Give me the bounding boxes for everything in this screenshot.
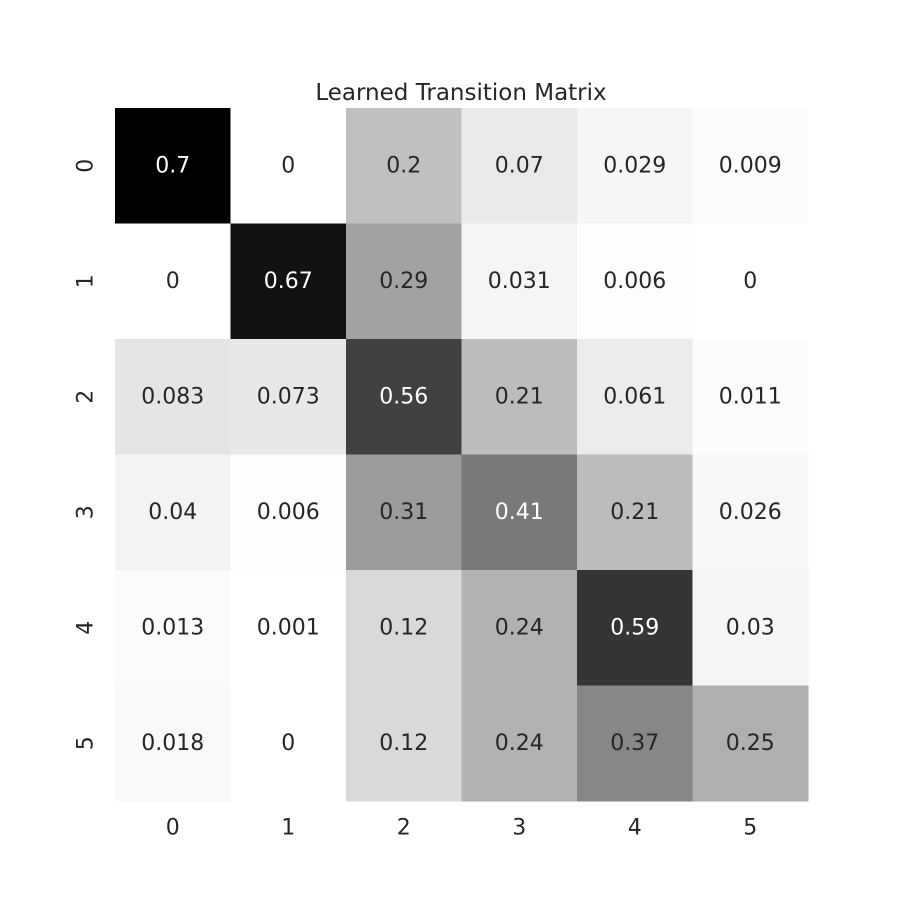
x-tick-label: 1 bbox=[281, 816, 295, 841]
cell-value-label-r0-c3: 0.07 bbox=[495, 153, 544, 178]
cell-value-label-r5-c0: 0.018 bbox=[141, 731, 204, 756]
cell-value-label-r0-c1: 0 bbox=[281, 153, 295, 178]
cell-value-label-r2-c4: 0.061 bbox=[603, 384, 666, 409]
x-tick-label: 3 bbox=[512, 816, 526, 841]
heatmap-cell-r0-c0 bbox=[115, 108, 231, 224]
cell-value-label-r5-c4: 0.37 bbox=[610, 731, 659, 756]
heatmap-cell-r3-c2 bbox=[346, 454, 462, 571]
x-tick-label: 0 bbox=[166, 816, 180, 841]
heatmap-cell-r5-c0 bbox=[115, 685, 231, 802]
y-axis-tick-labels: 0 1 2 3 4 5 bbox=[74, 159, 99, 751]
heatmap-cells bbox=[115, 108, 809, 802]
chart-title: Learned Transition Matrix bbox=[315, 80, 606, 106]
heatmap-cell-r0-c2 bbox=[346, 108, 462, 224]
cell-value-label-r2-c1: 0.073 bbox=[257, 384, 320, 409]
cell-value-label-r3-c1: 0.006 bbox=[257, 500, 320, 525]
y-tick-label: 5 bbox=[74, 736, 99, 750]
cell-value-label-r2-c3: 0.21 bbox=[495, 384, 544, 409]
cell-value-label-r1-c5: 0 bbox=[743, 269, 757, 294]
cell-value-label-r3-c2: 0.31 bbox=[379, 500, 428, 525]
cell-value-label-r5-c2: 0.12 bbox=[379, 731, 428, 756]
cell-value-label-r4-c0: 0.013 bbox=[141, 615, 204, 640]
heatmap-cell-r2-c4 bbox=[577, 339, 693, 455]
heatmap-cell-r5-c3 bbox=[461, 685, 578, 802]
heatmap-cell-r3-c1 bbox=[230, 454, 347, 571]
heatmap-cell-labels: 0.7 0 0.2 0.07 0.029 0.009 0 0.67 0.29 0.031 0.006… bbox=[141, 153, 781, 756]
heatmap-cell-r5-c2 bbox=[346, 685, 462, 802]
heatmap-cell-r0-c1 bbox=[230, 108, 347, 224]
x-tick-label: 4 bbox=[628, 816, 642, 841]
y-tick-label: 2 bbox=[74, 390, 99, 404]
cell-value-label-r4-c3: 0.24 bbox=[495, 615, 544, 640]
cell-value-label-r3-c0: 0.04 bbox=[148, 500, 197, 525]
heatmap-cell-r5-c4 bbox=[577, 685, 693, 802]
x-tick-label: 5 bbox=[743, 816, 757, 841]
y-tick-label: 1 bbox=[74, 274, 99, 288]
heatmap-cell-r3-c4 bbox=[577, 454, 693, 571]
cell-value-label-r5-c3: 0.24 bbox=[495, 731, 544, 756]
heatmap-cell-r3-c5 bbox=[692, 454, 809, 571]
cell-value-label-r4-c1: 0.001 bbox=[257, 615, 320, 640]
heatmap-cell-r1-c5 bbox=[692, 223, 809, 340]
heatmap-cell-r3-c3 bbox=[461, 454, 578, 571]
heatmap-cell-r0-c4 bbox=[577, 108, 693, 224]
heatmap-cell-r2-c0 bbox=[115, 339, 231, 455]
x-tick-label: 2 bbox=[397, 816, 411, 841]
x-axis-tick-labels: 0 1 2 3 4 5 bbox=[166, 816, 758, 841]
cell-value-label-r0-c0: 0.7 bbox=[155, 153, 190, 178]
cell-value-label-r0-c4: 0.029 bbox=[603, 153, 666, 178]
heatmap-cell-r1-c2 bbox=[346, 223, 462, 340]
cell-value-label-r3-c5: 0.026 bbox=[719, 500, 782, 525]
heatmap-cell-r3-c0 bbox=[115, 454, 231, 571]
heatmap-cell-r5-c1 bbox=[230, 685, 347, 802]
cell-value-label-r1-c1: 0.67 bbox=[264, 269, 313, 294]
heatmap-cell-r4-c1 bbox=[230, 570, 347, 686]
heatmap-cell-r0-c5 bbox=[692, 108, 809, 224]
cell-value-label-r4-c4: 0.59 bbox=[610, 615, 659, 640]
cell-value-label-r2-c2: 0.56 bbox=[379, 384, 428, 409]
cell-value-label-r1-c4: 0.006 bbox=[603, 269, 666, 294]
heatmap-cell-r2-c2 bbox=[346, 339, 462, 455]
heatmap-cell-r0-c3 bbox=[461, 108, 578, 224]
cell-value-label-r1-c2: 0.29 bbox=[379, 269, 428, 294]
cell-value-label-r4-c5: 0.03 bbox=[726, 615, 775, 640]
heatmap-cell-r1-c0 bbox=[115, 223, 231, 340]
heatmap-cell-r2-c5 bbox=[692, 339, 809, 455]
heatmap-cell-r2-c1 bbox=[230, 339, 347, 455]
cell-value-label-r3-c3: 0.41 bbox=[495, 500, 544, 525]
cell-value-label-r0-c2: 0.2 bbox=[386, 153, 421, 178]
cell-value-label-r3-c4: 0.21 bbox=[610, 500, 659, 525]
cell-value-label-r4-c2: 0.12 bbox=[379, 615, 428, 640]
heatmap-cell-r1-c4 bbox=[577, 223, 693, 340]
heatmap-cell-r4-c3 bbox=[461, 570, 578, 686]
y-tick-label: 4 bbox=[74, 621, 99, 635]
heatmap-cell-r4-c0 bbox=[115, 570, 231, 686]
cell-value-label-r2-c0: 0.083 bbox=[141, 384, 204, 409]
heatmap-cell-r4-c5 bbox=[692, 570, 809, 686]
cell-value-label-r0-c5: 0.009 bbox=[719, 153, 782, 178]
cell-value-label-r1-c0: 0 bbox=[166, 269, 180, 294]
cell-value-label-r5-c5: 0.25 bbox=[726, 731, 775, 756]
heatmap-cell-r5-c5 bbox=[692, 685, 809, 802]
y-tick-label: 0 bbox=[74, 159, 99, 173]
cell-value-label-r5-c1: 0 bbox=[281, 731, 295, 756]
heatmap-cell-r2-c3 bbox=[461, 339, 578, 455]
cell-value-label-r1-c3: 0.031 bbox=[488, 269, 551, 294]
cell-value-label-r2-c5: 0.011 bbox=[719, 384, 782, 409]
heatmap-cell-r4-c4 bbox=[577, 570, 693, 686]
heatmap-cell-r1-c3 bbox=[461, 223, 578, 340]
heatmap-cell-r1-c1 bbox=[230, 223, 347, 340]
y-tick-label: 3 bbox=[74, 505, 99, 519]
heatmap-cell-r4-c2 bbox=[346, 570, 462, 686]
